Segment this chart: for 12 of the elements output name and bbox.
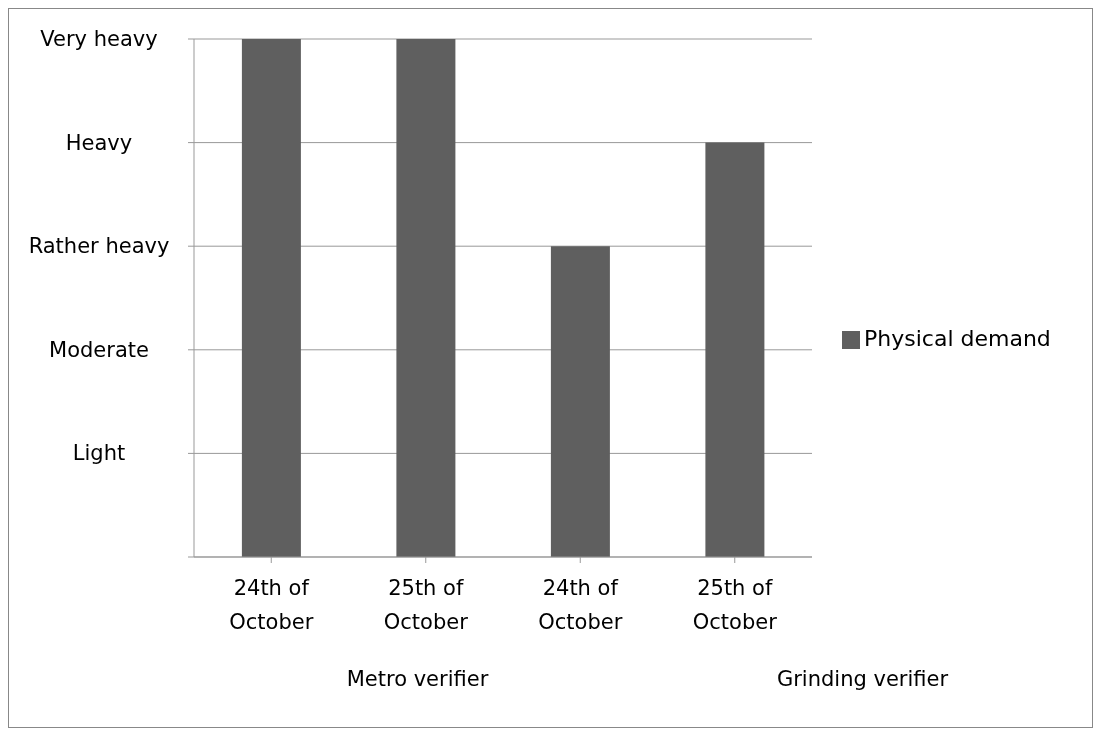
category-label: Moderate bbox=[49, 337, 149, 362]
x-tick-label: 25th of October bbox=[692, 576, 778, 634]
x-tick-label: 24th of October bbox=[538, 576, 623, 634]
x-tick-label: 25th of October bbox=[383, 576, 469, 634]
legend-label: Physical demand bbox=[864, 325, 1051, 351]
category-label: Rather heavy bbox=[28, 234, 170, 259]
x-tick-label: 24th of October bbox=[229, 576, 314, 634]
category-label: Light bbox=[72, 441, 126, 466]
category-label: Heavy bbox=[65, 130, 133, 155]
text: Metro verifier bbox=[345, 667, 490, 691]
category-label: Very heavy bbox=[40, 27, 158, 51]
text: Grinding verifier bbox=[775, 667, 950, 691]
